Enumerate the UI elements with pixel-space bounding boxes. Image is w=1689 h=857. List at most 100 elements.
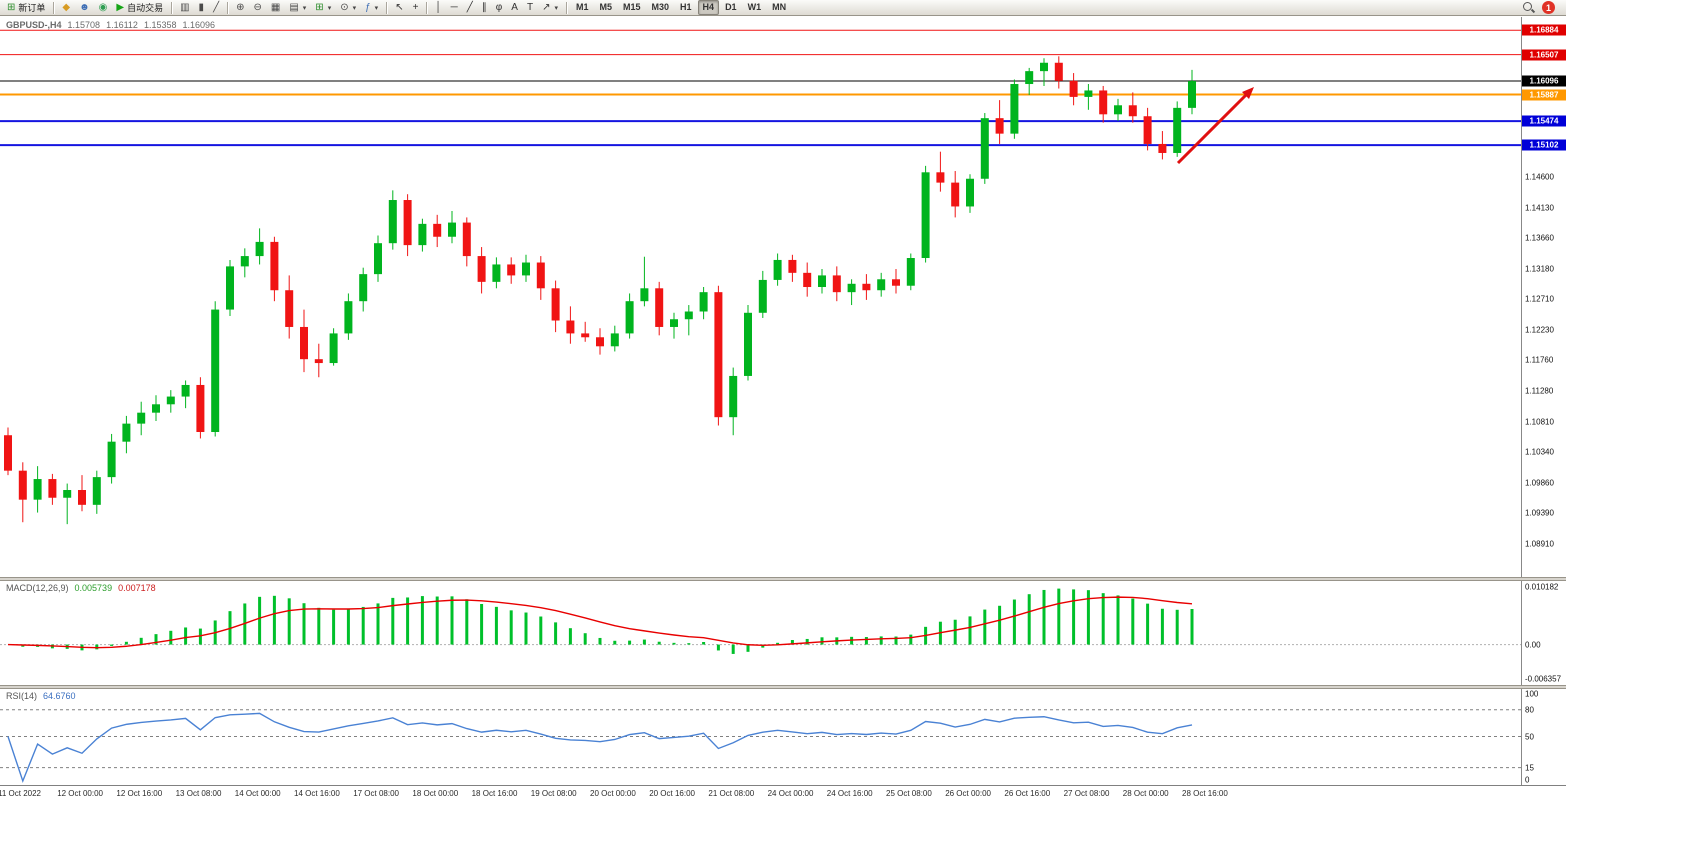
terminal-button[interactable]: ◉ (95, 0, 112, 16)
horizontal-line-button[interactable]: ─ (447, 0, 462, 16)
price-scale-label: 1.14130 (1525, 203, 1554, 213)
chevron-down-icon: ▾ (327, 4, 332, 12)
zoom-in-button[interactable]: ⊕ (232, 0, 248, 16)
price-scale-label: 1.08910 (1525, 539, 1554, 549)
price-scale-label: 1.11280 (1525, 386, 1554, 396)
time-axis-label: 18 Oct 00:00 (412, 789, 459, 798)
candlestick-chart-button[interactable]: ▮ (195, 0, 209, 16)
search-icon[interactable] (1523, 1, 1535, 14)
vertical-line-icon: │ (435, 1, 442, 13)
new-chart-button[interactable]: ⊞ ▾ (311, 0, 335, 16)
line-chart-button[interactable]: ╱ (209, 0, 223, 16)
price-tag-1.16096: 1.16096 (1522, 75, 1566, 87)
rsi-scale-label: 100 (1525, 689, 1539, 699)
clock-icon: ⊙ (340, 1, 349, 13)
price-scale-label: 1.09860 (1525, 478, 1554, 488)
arrows-button[interactable]: ↗ ▾ (538, 0, 562, 16)
time-axis-label: 14 Oct 00:00 (234, 789, 281, 798)
price-scale-label: 1.14600 (1525, 172, 1554, 182)
time-axis-label: 21 Oct 08:00 (708, 789, 755, 798)
main-toolbar: ⊞ 新订单 ◆ ☻ ◉ ▶ 自动交易 ▥ ▮ ╱ ⊕ ⊖ ▦ ▤ ▾ ⊞ ▾ ⊙ ▾ ƒ ▾ ↖ + │ ─ ╱ ∥ φ A T ↗ ▾ M1 M… (0, 0, 1566, 16)
market-watch-icon: ◆ (62, 1, 71, 13)
toolbar-separator (171, 1, 173, 14)
notification-badge[interactable]: 1 (1542, 1, 1555, 14)
timeframe-m30-button[interactable]: M30 (651, 2, 670, 12)
templates-icon: ▤ (289, 1, 299, 13)
text-label-button[interactable]: T (523, 0, 537, 16)
rsi-line (7, 712, 1193, 784)
panel-splitter[interactable] (0, 577, 1566, 581)
chart-area: GBPUSD-,H4 1.15708 1.16112 1.15358 1.160… (0, 17, 1566, 803)
channel-button[interactable]: ∥ (478, 0, 491, 16)
crosshair-button[interactable]: + (409, 0, 423, 16)
tile-windows-button[interactable]: ▦ (267, 0, 284, 16)
horizontal-line-icon: ─ (450, 1, 458, 13)
macd-name: MACD(12,26,9) (6, 583, 69, 593)
timeframe-w1-button[interactable]: W1 (747, 2, 762, 12)
navigator-icon: ☻ (79, 1, 90, 13)
time-axis-label: 12 Oct 16:00 (116, 789, 163, 798)
timeframe-h4-button[interactable]: H4 (697, 0, 720, 15)
fibonacci-button[interactable]: φ (492, 0, 506, 16)
toolbar-separator (53, 1, 55, 14)
tile-windows-icon: ▦ (270, 1, 281, 13)
rsi-panel: RSI(14) 64.6760 100 80 50 15 0 (0, 689, 1566, 785)
timeframe-m5-button[interactable]: M5 (599, 2, 612, 12)
indicators-button[interactable]: ƒ ▾ (361, 0, 382, 16)
vertical-line-button[interactable]: │ (431, 0, 445, 16)
high-value: 1.16112 (106, 20, 138, 30)
timeframe-mn-button[interactable]: MN (772, 2, 787, 12)
time-axis-label: 26 Oct 16:00 (1004, 789, 1051, 798)
chevron-down-icon: ▾ (302, 4, 307, 12)
price-tag-1.15474: 1.15474 (1522, 115, 1566, 127)
autotrading-icon: ▶ (116, 1, 125, 13)
time-axis-label: 20 Oct 00:00 (590, 789, 636, 798)
zoom-out-button[interactable]: ⊖ (249, 0, 265, 16)
timeframe-m15-button[interactable]: M15 (623, 2, 641, 12)
cursor-button[interactable]: ↖ (391, 0, 407, 16)
new-order-button[interactable]: ⊞ 新订单 (3, 0, 49, 16)
timeframe-h1-button[interactable]: H1 (680, 2, 692, 12)
market-watch-button[interactable]: ◆ (58, 0, 74, 16)
text-icon: A (511, 1, 518, 13)
navigator-button[interactable]: ☻ (75, 0, 94, 16)
time-axis-label: 28 Oct 16:00 (1182, 789, 1228, 798)
text-button[interactable]: A (507, 0, 522, 16)
period-button[interactable]: ⊙ ▾ (336, 0, 360, 16)
time-axis-label: 12 Oct 00:00 (57, 789, 103, 798)
trendline-icon: ╱ (466, 1, 473, 13)
price-tag-1.16507: 1.16507 (1522, 49, 1566, 61)
candles (4, 56, 1196, 525)
price-tag-1.15102: 1.15102 (1522, 139, 1566, 151)
price-scale-label: 1.12710 (1525, 294, 1554, 304)
timeframe-m1-button[interactable]: M1 (575, 2, 589, 12)
toolbar-separator (426, 1, 428, 14)
time-axis-label: 24 Oct 00:00 (767, 789, 814, 798)
time-axis-label: 11 Oct 2022 (0, 789, 41, 798)
macd-scale[interactable]: 0.010182 0.00 -0.006357 (1521, 581, 1566, 685)
time-axis[interactable]: 11 Oct 2022 12 Oct 00:00 12 Oct 16:00 13 Oc… (0, 785, 1566, 803)
timeframe-d1-button[interactable]: D1 (725, 2, 737, 12)
trendline-button[interactable]: ╱ (463, 0, 477, 16)
close-value: 1.16096 (182, 20, 216, 30)
line-chart-icon: ╱ (213, 1, 220, 13)
macd-signal-line (7, 596, 1193, 649)
chevron-down-icon: ▾ (352, 4, 357, 12)
macd-label: MACD(12,26,9) 0.005739 0.007178 (6, 583, 156, 593)
bar-chart-button[interactable]: ▥ (176, 0, 193, 16)
open-value: 1.15708 (67, 20, 101, 30)
cursor-icon: ↖ (395, 1, 404, 13)
rsi-scale[interactable]: 100 80 50 15 0 (1521, 689, 1566, 785)
autotrading-button[interactable]: ▶ 自动交易 (112, 0, 167, 16)
trend-arrow-object[interactable] (1176, 93, 1248, 165)
panel-splitter[interactable] (0, 685, 1566, 689)
rsi-label: RSI(14) 64.6760 (6, 691, 76, 701)
bar-chart-icon: ▥ (180, 1, 190, 13)
templates-button[interactable]: ▤ ▾ (285, 0, 310, 16)
rsi-scale-label: 50 (1525, 732, 1534, 741)
toolbar-right: 1 (1523, 1, 1563, 14)
time-axis-label: 14 Oct 16:00 (294, 789, 340, 798)
price-scale-label: 1.11760 (1525, 355, 1554, 365)
price-scale[interactable]: 1.14600 1.14130 1.13660 1.13180 1.12710 1.122… (1521, 17, 1566, 577)
indicators-icon: ƒ (365, 1, 371, 13)
